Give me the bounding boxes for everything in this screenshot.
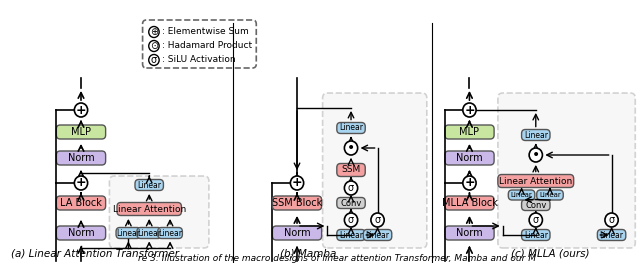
Text: Linear: Linear — [600, 230, 623, 240]
FancyBboxPatch shape — [56, 151, 106, 165]
Text: Norm: Norm — [456, 153, 483, 163]
Text: σ: σ — [348, 215, 354, 225]
FancyBboxPatch shape — [109, 176, 209, 248]
Text: : Elementwise Sum: : Elementwise Sum — [161, 28, 248, 37]
FancyBboxPatch shape — [117, 203, 181, 215]
Text: Linear: Linear — [116, 229, 140, 237]
Circle shape — [463, 103, 476, 117]
FancyBboxPatch shape — [337, 198, 365, 209]
FancyBboxPatch shape — [56, 196, 106, 210]
Text: re 3: Illustration of the macro designs of linear attention Transformer, Mamba a: re 3: Illustration of the macro designs … — [138, 254, 536, 263]
FancyBboxPatch shape — [56, 226, 106, 240]
Text: σ: σ — [609, 215, 614, 225]
Text: : Hadamard Product: : Hadamard Product — [161, 42, 252, 50]
Text: •: • — [532, 148, 540, 162]
FancyBboxPatch shape — [445, 196, 494, 210]
Circle shape — [344, 141, 358, 155]
FancyBboxPatch shape — [337, 230, 365, 240]
FancyBboxPatch shape — [273, 226, 322, 240]
Text: Conv: Conv — [340, 199, 362, 208]
FancyBboxPatch shape — [498, 93, 636, 248]
Text: (b) Mamba: (b) Mamba — [280, 248, 337, 258]
Text: +: + — [292, 176, 302, 190]
Text: MLP: MLP — [71, 127, 91, 137]
Text: Linear: Linear — [339, 230, 363, 240]
Circle shape — [605, 213, 618, 227]
Text: +: + — [76, 104, 86, 117]
Text: (c) MLLA (ours): (c) MLLA (ours) — [511, 248, 589, 258]
Circle shape — [74, 176, 88, 190]
Text: Linear: Linear — [365, 230, 390, 240]
FancyBboxPatch shape — [445, 151, 494, 165]
Text: SSM: SSM — [341, 165, 361, 174]
Text: Linear: Linear — [511, 192, 532, 198]
Text: Linear: Linear — [339, 124, 363, 133]
Circle shape — [463, 176, 476, 190]
FancyBboxPatch shape — [143, 20, 256, 68]
Text: ⊕: ⊕ — [150, 27, 158, 37]
Text: Norm: Norm — [68, 153, 94, 163]
FancyBboxPatch shape — [522, 230, 550, 240]
Text: Norm: Norm — [68, 228, 94, 238]
Text: +: + — [464, 104, 475, 117]
Text: Linear Attention: Linear Attention — [113, 205, 186, 214]
Text: σ: σ — [374, 215, 381, 225]
Text: (a) Linear Attention Transformer: (a) Linear Attention Transformer — [12, 248, 179, 258]
Text: LA Block: LA Block — [60, 198, 102, 208]
Circle shape — [148, 54, 159, 65]
Text: Linear Attention: Linear Attention — [499, 176, 572, 185]
FancyBboxPatch shape — [273, 196, 322, 210]
Circle shape — [344, 181, 358, 195]
FancyBboxPatch shape — [116, 227, 141, 239]
Text: Linear: Linear — [524, 130, 548, 139]
FancyBboxPatch shape — [445, 226, 494, 240]
Text: Linear: Linear — [539, 192, 561, 198]
Text: Norm: Norm — [284, 228, 310, 238]
Text: : SiLU Activation: : SiLU Activation — [161, 55, 235, 64]
FancyBboxPatch shape — [135, 180, 163, 190]
Circle shape — [344, 213, 358, 227]
FancyBboxPatch shape — [137, 227, 161, 239]
FancyBboxPatch shape — [522, 129, 550, 140]
FancyBboxPatch shape — [337, 164, 365, 176]
FancyBboxPatch shape — [364, 230, 392, 240]
Text: •: • — [347, 141, 355, 155]
Circle shape — [148, 41, 159, 52]
Circle shape — [291, 176, 303, 190]
FancyBboxPatch shape — [445, 125, 494, 139]
FancyBboxPatch shape — [597, 230, 626, 240]
Circle shape — [529, 148, 543, 162]
Text: σ: σ — [348, 183, 354, 193]
FancyBboxPatch shape — [56, 125, 106, 139]
Text: Norm: Norm — [456, 228, 483, 238]
FancyBboxPatch shape — [157, 227, 182, 239]
Text: MLLA Block: MLLA Block — [442, 198, 497, 208]
FancyBboxPatch shape — [537, 190, 563, 200]
Text: Linear: Linear — [524, 230, 548, 240]
Text: Linear: Linear — [158, 229, 182, 237]
Text: SSM Block: SSM Block — [272, 198, 322, 208]
Text: Linear: Linear — [137, 180, 161, 190]
FancyBboxPatch shape — [323, 93, 427, 248]
Text: σ: σ — [532, 215, 539, 225]
Circle shape — [529, 213, 543, 227]
Text: σ: σ — [151, 55, 157, 65]
Text: Conv: Conv — [525, 200, 547, 210]
Circle shape — [371, 213, 384, 227]
Text: Linear: Linear — [137, 229, 161, 237]
Circle shape — [74, 103, 88, 117]
Circle shape — [148, 27, 159, 38]
FancyBboxPatch shape — [337, 123, 365, 134]
FancyBboxPatch shape — [508, 190, 535, 200]
FancyBboxPatch shape — [498, 174, 573, 188]
Text: ⊙: ⊙ — [150, 41, 158, 51]
Text: +: + — [76, 176, 86, 190]
Text: MLP: MLP — [460, 127, 479, 137]
FancyBboxPatch shape — [522, 200, 550, 210]
Text: +: + — [464, 176, 475, 190]
